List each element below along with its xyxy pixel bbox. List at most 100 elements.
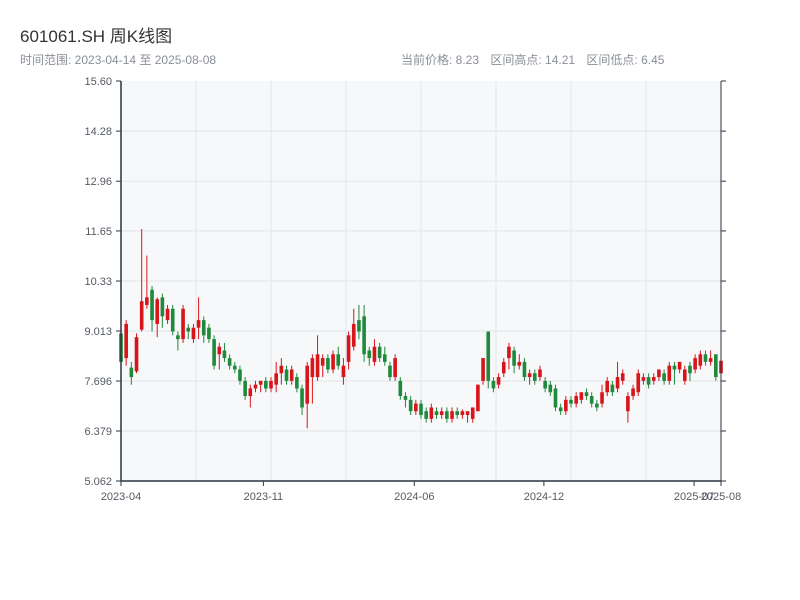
candle: [124, 320, 128, 366]
candle: [367, 346, 372, 366]
candle-body: [429, 407, 434, 419]
candle-body: [620, 373, 625, 381]
candle-body: [403, 396, 408, 400]
y-tick-label: 7.696: [84, 376, 112, 388]
candle-body: [196, 320, 201, 328]
candle-body: [269, 380, 273, 389]
candle: [331, 350, 335, 374]
candle: [574, 392, 578, 408]
candle: [429, 403, 434, 423]
candle-body: [507, 346, 511, 359]
candle: [631, 384, 635, 400]
candle: [595, 399, 599, 412]
candle: [610, 380, 615, 397]
candle: [512, 346, 516, 374]
candle-body: [134, 337, 139, 372]
candle: [315, 335, 320, 381]
candle: [398, 377, 403, 400]
candle: [491, 377, 496, 393]
candle: [564, 396, 568, 416]
candle: [584, 388, 589, 400]
candle-body: [470, 407, 475, 419]
candle-body: [615, 377, 620, 389]
candle: [641, 373, 646, 385]
candle: [408, 396, 413, 416]
candle-body: [501, 361, 506, 374]
candle-body: [408, 399, 413, 412]
candle-body: [253, 384, 258, 389]
y-tick-label: 10.33: [84, 276, 112, 288]
candle: [253, 380, 258, 393]
candle-body: [714, 354, 718, 378]
candle-body: [574, 396, 578, 404]
current-price: 当前价格: 8.23: [401, 53, 480, 67]
candle-body: [677, 361, 682, 370]
axes: 15.60 14.28 12.96 11.65 10.33 9.013 7.696 6.379…: [84, 76, 741, 503]
candle: [284, 365, 289, 385]
candle-body: [698, 354, 703, 366]
candle-body: [651, 377, 656, 381]
candle-body: [465, 411, 470, 416]
candle: [320, 354, 325, 378]
x-tick-label: 2024-12: [524, 491, 564, 503]
candle: [372, 339, 377, 366]
candle: [543, 377, 547, 393]
candle: [657, 369, 661, 381]
y-tick-label: 12.96: [84, 176, 112, 188]
candle-body: [191, 327, 196, 340]
candle: [465, 411, 470, 423]
candle-body: [170, 308, 175, 332]
candle: [460, 409, 465, 419]
candle-body: [372, 346, 377, 362]
candle-body: [512, 350, 516, 366]
candle-body: [553, 388, 558, 408]
candle: [538, 365, 542, 381]
candle: [274, 361, 278, 393]
candle: [191, 323, 196, 343]
candle-body: [217, 346, 222, 355]
candle: [455, 407, 460, 419]
candle-body: [315, 354, 320, 378]
candle: [662, 369, 666, 385]
candle: [600, 384, 604, 408]
candle-body: [310, 358, 315, 378]
candle-body: [186, 327, 191, 332]
candle-body: [176, 335, 180, 340]
candle: [300, 384, 304, 416]
candle: [693, 354, 697, 374]
candle-body: [232, 365, 237, 370]
candle: [486, 331, 491, 389]
candle: [181, 304, 185, 343]
candle-body: [569, 399, 573, 404]
candle: [522, 358, 527, 381]
candle-body: [222, 350, 227, 359]
candle-body: [564, 399, 568, 412]
y-tick-label: 9.013: [84, 326, 112, 338]
candle-body: [145, 297, 149, 305]
candle: [145, 255, 149, 309]
candle: [620, 369, 625, 385]
candle-body: [631, 388, 635, 397]
candle-body: [708, 358, 713, 362]
candle-body: [124, 323, 128, 359]
x-tick-label: 2025-07: [674, 491, 714, 503]
candle: [688, 361, 692, 381]
candle-body: [357, 320, 361, 332]
candle: [553, 384, 558, 412]
candle: [305, 361, 310, 429]
candle-body: [305, 365, 310, 404]
candle: [532, 369, 537, 385]
candle: [569, 396, 573, 408]
candle: [434, 407, 439, 419]
candle-body: [346, 335, 351, 362]
range-high: 区间高点: 14.21: [490, 53, 576, 67]
candle: [403, 392, 408, 408]
candle-body: [527, 373, 532, 378]
candle-body: [693, 358, 697, 370]
candle: [496, 373, 501, 389]
candle: [207, 323, 211, 343]
candle-body: [367, 350, 372, 359]
candle-body: [491, 380, 496, 389]
candle-body: [238, 369, 242, 381]
